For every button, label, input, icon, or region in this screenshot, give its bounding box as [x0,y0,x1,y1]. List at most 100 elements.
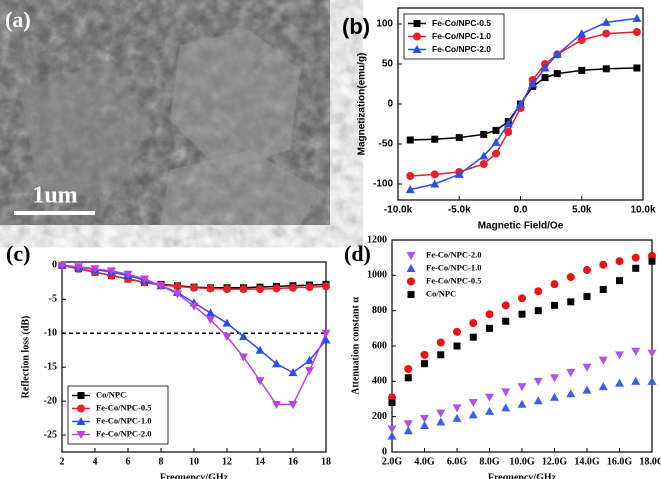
marker [578,66,586,74]
marker [272,401,281,409]
marker [387,425,397,434]
marker [501,301,510,310]
marker [553,70,561,78]
marker [206,284,215,293]
marker [305,355,314,364]
panel-label: (a) [5,7,31,32]
y-tick-label: 600 [372,340,387,351]
marker [566,389,576,398]
marker [407,277,415,286]
marker [454,169,464,178]
x-tick-label: 18.0G [639,456,661,467]
marker [577,29,587,38]
y-axis-label: Reflection loss (dB) [20,316,31,399]
marker [388,399,396,407]
marker [455,134,463,142]
marker [648,257,656,265]
marker [647,349,657,358]
marker [255,345,265,354]
marker [387,431,397,440]
y-tick-label: 400 [372,376,387,387]
x-tick-label: 12.0G [542,456,568,467]
marker [452,413,462,422]
y-tick-label: 800 [372,305,387,316]
marker [492,126,500,134]
marker [492,149,500,158]
legend-label: Fe-Co/NPC-2.0 [96,428,151,438]
marker [599,260,608,269]
x-tick-label: 10.0k [630,205,655,216]
marker [406,264,416,272]
y-axis-label: Attenuation constant α [350,297,361,395]
chart-panel: 2.0G 4.0G 6.0G 8.0G 10.0G 12.0G 14.0G 16.0G 18.0… [344,234,661,479]
marker [631,347,641,356]
marker [615,351,624,360]
chart-panel: -10.0k -5.0k 0.0 5.0k 10.0k -100 -50 0 50 100 Magn… [342,7,656,232]
marker [272,359,281,368]
marker [528,79,538,88]
marker [223,285,231,294]
marker [583,293,591,301]
x-tick-label: 0.0 [514,205,528,216]
marker [407,291,415,298]
marker [90,265,100,274]
marker [404,364,413,373]
marker [222,333,232,342]
marker [322,282,330,291]
y-tick-label: -100 [373,179,393,190]
legend-label: Fe-Co/NPC-1.0 [96,415,151,425]
panel-label: (c) [6,241,30,266]
marker [566,369,576,377]
y-tick-label: -50 [379,139,394,150]
marker [602,65,610,73]
marker [272,284,281,293]
legend-label: Co/NPC [426,288,456,298]
marker [517,399,527,408]
marker [566,273,575,282]
y-tick-label: 100 [376,19,393,30]
x-axis-label: Frequency/GHz [488,472,557,479]
marker [480,130,488,138]
marker [206,308,215,317]
scale-bar-label: 1um [32,183,77,209]
sem-image: 1um (a) [0,0,330,225]
marker [107,267,116,276]
marker [485,393,494,402]
marker [239,353,248,362]
marker [436,409,446,418]
marker [550,392,559,401]
marker [550,280,559,289]
marker [491,137,501,146]
marker [76,417,86,425]
marker [321,335,331,344]
marker [516,99,525,108]
marker [550,374,559,383]
marker [305,283,314,292]
marker [602,29,611,38]
x-tick-label: -5.0k [448,205,471,216]
marker [256,285,264,294]
y-tick-label: -15 [44,361,57,372]
marker [551,301,558,309]
x-tick-label: 6 [126,456,131,467]
marker [486,324,493,332]
y-tick-label: 0 [387,99,393,110]
marker [540,63,550,72]
marker [413,20,421,27]
x-tick-label: 8 [159,456,164,467]
chart-panel: 2 4 6 8 10 12 14 16 18 0 -5 -10 -15 -20 -25 Frequency/G… [6,241,331,479]
marker [255,377,265,386]
marker [504,128,513,136]
marker [420,421,429,429]
x-axis-label: Frequency/GHz [160,472,229,479]
marker [305,367,314,376]
marker [173,290,182,299]
marker [582,385,592,394]
x-tick-label: 16.0G [607,456,633,467]
marker [601,17,611,26]
marker [430,170,439,179]
marker [321,329,331,338]
marker [485,310,494,319]
y-tick-label: 50 [382,59,394,70]
